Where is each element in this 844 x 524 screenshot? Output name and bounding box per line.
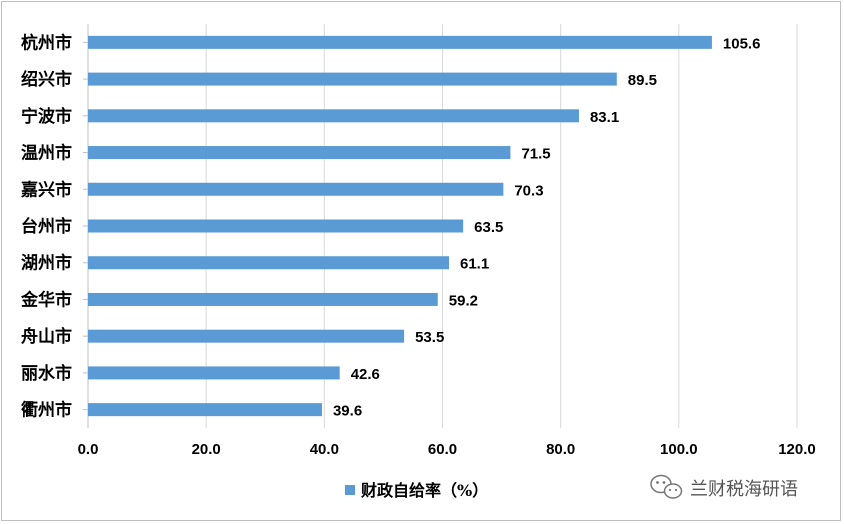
data-label: 61.1: [460, 256, 489, 273]
data-label: 63.5: [474, 219, 503, 236]
data-label: 71.5: [521, 146, 550, 163]
bar: [88, 292, 438, 306]
category-label: 衢州市: [21, 400, 72, 421]
category-label: 台州市: [21, 216, 72, 237]
bar: [88, 329, 405, 343]
data-labels: 105.6 89.5 83.1 71.5 70.3 63.5 61.1 59.2 53.5 42.…: [333, 35, 760, 419]
bar: [88, 35, 712, 49]
category-label: 丽水市: [21, 363, 72, 384]
data-label: 53.5: [415, 329, 444, 346]
wechat-icon: [650, 474, 683, 499]
x-tick-labels: 0.0 20.0 40.0 60.0 80.0 100.0 120.0: [78, 441, 816, 458]
legend: 财政自给率（%）: [345, 481, 488, 500]
x-tick-label: 100.0: [660, 441, 698, 458]
x-tick-label: 120.0: [778, 441, 816, 458]
x-tick-label: 0.0: [78, 441, 99, 458]
category-label: 温州市: [21, 143, 72, 164]
bar: [88, 403, 322, 417]
category-label: 湖州市: [21, 253, 72, 274]
category-label: 杭州市: [21, 32, 72, 53]
bar: [88, 72, 617, 86]
legend-swatch: [345, 485, 355, 495]
bar: [88, 109, 579, 123]
data-label: 105.6: [723, 35, 761, 52]
bar: [88, 256, 449, 270]
bar: [88, 146, 511, 160]
category-label: 嘉兴市: [20, 179, 72, 200]
bars: [88, 35, 712, 417]
bar: [88, 182, 504, 196]
watermark: 兰财税海研语: [650, 474, 798, 500]
bar: [88, 366, 340, 380]
gridlines: [83, 24, 798, 428]
x-tick-label: 80.0: [546, 441, 575, 458]
category-label: 绍兴市: [21, 69, 72, 90]
category-label: 宁波市: [21, 106, 72, 127]
x-tick-label: 60.0: [428, 441, 457, 458]
category-label: 金华市: [20, 289, 72, 310]
data-label: 83.1: [590, 109, 619, 126]
bar: [88, 219, 464, 233]
data-label: 42.6: [351, 366, 380, 383]
x-tick-label: 40.0: [310, 441, 339, 458]
legend-label: 财政自给率（%）: [360, 481, 488, 500]
x-tick-label: 20.0: [192, 441, 221, 458]
data-label: 89.5: [628, 72, 657, 89]
data-label: 39.6: [333, 403, 362, 420]
category-label: 舟山市: [21, 326, 72, 347]
data-label: 70.3: [514, 182, 543, 199]
watermark-text: 兰财税海研语: [690, 479, 798, 500]
data-label: 59.2: [449, 292, 478, 309]
